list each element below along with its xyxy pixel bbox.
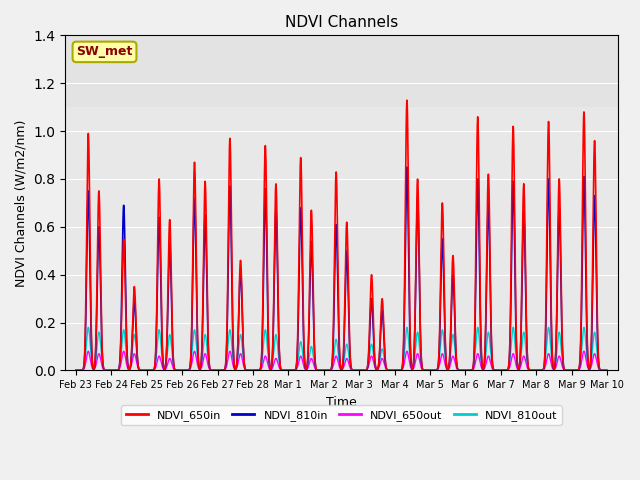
NDVI_650out <box>84 348 92 354</box>
NDVI_650in <box>299 259 307 264</box>
NDVI_810in <box>403 164 411 170</box>
NDVI_810out <box>72 368 80 373</box>
Bar <box>65 36 618 107</box>
Line: NDVI_810in: NDVI_810in <box>76 167 607 371</box>
NDVI_650out <box>536 368 543 373</box>
NDVI_650out <box>132 360 140 365</box>
Title: NDVI Channels: NDVI Channels <box>285 15 398 30</box>
X-axis label: Time: Time <box>326 396 357 408</box>
Y-axis label: NDVI Channels (W/m2/nm): NDVI Channels (W/m2/nm) <box>15 119 28 287</box>
NDVI_810out <box>536 368 543 373</box>
NDVI_650in <box>276 353 284 359</box>
NDVI_650in <box>403 97 411 103</box>
NDVI_810in <box>603 368 611 373</box>
NDVI_650out <box>276 366 284 372</box>
NDVI_810out <box>132 350 140 356</box>
NDVI_810in <box>299 284 307 290</box>
NDVI_650in <box>72 368 80 373</box>
NDVI_810in <box>132 338 140 344</box>
NDVI_650out <box>603 368 611 373</box>
Text: SW_met: SW_met <box>76 46 132 59</box>
NDVI_810out <box>603 368 611 373</box>
NDVI_810in <box>164 298 172 303</box>
NDVI_810out <box>593 347 600 352</box>
NDVI_810in <box>72 368 80 373</box>
NDVI_650in <box>164 285 172 290</box>
Line: NDVI_810out: NDVI_810out <box>76 327 607 371</box>
NDVI_810in <box>593 296 600 301</box>
NDVI_810in <box>536 368 543 373</box>
NDVI_650in <box>593 273 600 278</box>
NDVI_650in <box>132 334 140 339</box>
NDVI_810out <box>276 362 284 368</box>
Legend: NDVI_650in, NDVI_810in, NDVI_650out, NDVI_810out: NDVI_650in, NDVI_810in, NDVI_650out, NDV… <box>121 406 562 425</box>
NDVI_810in <box>276 355 284 361</box>
NDVI_810out <box>164 342 172 348</box>
NDVI_650in <box>536 368 543 373</box>
NDVI_650in <box>603 368 611 373</box>
NDVI_650out <box>299 359 307 365</box>
Line: NDVI_650in: NDVI_650in <box>76 100 607 371</box>
NDVI_810out <box>84 324 92 330</box>
NDVI_650out <box>72 368 80 373</box>
NDVI_650out <box>593 358 600 364</box>
NDVI_650out <box>164 359 172 365</box>
Line: NDVI_650out: NDVI_650out <box>76 351 607 371</box>
NDVI_810out <box>299 351 307 357</box>
